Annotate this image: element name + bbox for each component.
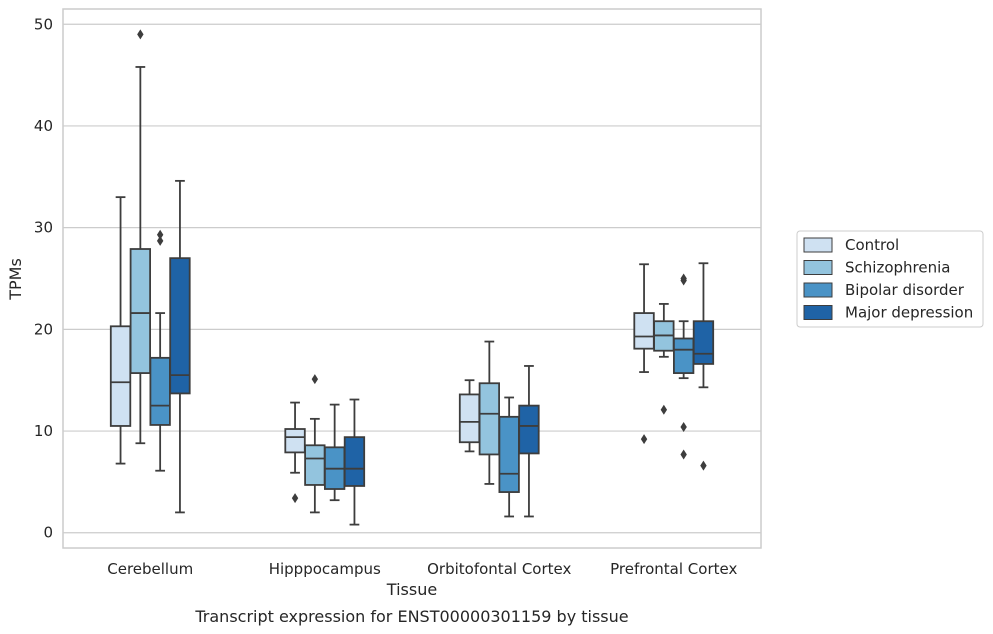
y-tick-labels: 0 10 20 30 40 50 [34, 15, 53, 541]
outlier-point [156, 229, 164, 240]
box-iqr [149, 356, 171, 426]
outlier-point [640, 434, 648, 445]
outlier-point [137, 29, 144, 40]
x-tick-labels: Cerebellum Hipppocampus Orbitofontal Corte… [107, 560, 737, 578]
legend-label: Schizophrenia [845, 259, 950, 277]
y-tick-label: 10 [34, 422, 53, 440]
box-iqr [633, 312, 655, 350]
outlier-point [680, 273, 687, 284]
box-iqr [458, 393, 481, 444]
y-tick-label: 20 [34, 320, 53, 338]
box-major-depression [343, 398, 366, 526]
outlier-point [156, 235, 164, 246]
legend-frame [796, 230, 984, 328]
plot-background [63, 9, 761, 548]
box-iqr [518, 404, 540, 455]
legend: Control Schizophrenia Bipolar disorder Majo… [796, 230, 984, 328]
y-axis-label: TPMs [6, 258, 25, 301]
legend-item: Schizophrenia [803, 259, 950, 277]
legend-item: Control [803, 236, 899, 254]
box-iqr [343, 436, 366, 487]
outlier-point [660, 404, 668, 415]
x-tick-label: Cerebellum [107, 560, 193, 578]
box-control [284, 401, 306, 504]
legend-swatch [803, 260, 833, 275]
box-iqr [673, 337, 695, 374]
box-iqr [478, 382, 501, 456]
box-iqr [692, 320, 715, 365]
plot-frame [62, 8, 762, 549]
outlier-point [311, 374, 319, 385]
box-control [109, 196, 132, 465]
box-iqr [129, 248, 152, 374]
x-tick-label: Prefrontal Cortex [610, 560, 737, 578]
y-tick-label: 40 [34, 117, 53, 135]
chart-caption: Transcript expression for ENST0000030115… [194, 607, 628, 626]
boxes [109, 29, 715, 526]
box-schizophrenia [478, 340, 501, 485]
box-iqr [284, 428, 306, 454]
legend-label: Control [845, 236, 899, 254]
outlier-point [680, 421, 687, 432]
legend-item: Bipolar disorder [803, 281, 965, 299]
box-major-depression [692, 262, 715, 471]
legend-label: Major depression [845, 304, 973, 322]
box-major-depression [518, 365, 540, 518]
outlier-point [291, 493, 299, 504]
x-tick-label: Orbitofontal Cortex [427, 560, 571, 578]
box-schizophrenia [653, 303, 675, 415]
legend-swatch [803, 237, 833, 253]
outlier-point [700, 460, 707, 471]
y-tick-label: 30 [34, 219, 53, 237]
box-iqr [304, 444, 326, 486]
legend-swatch [803, 282, 833, 298]
box-iqr [169, 257, 191, 395]
x-axis-label: Tissue [386, 580, 437, 599]
legend-swatch [803, 305, 833, 320]
box-control [458, 379, 481, 453]
y-tick-label: 50 [34, 15, 53, 33]
legend-label: Bipolar disorder [845, 281, 965, 299]
box-iqr [498, 415, 520, 493]
box-iqr [109, 325, 132, 427]
x-tick-label: Hipppocampus [269, 560, 381, 578]
outlier-point [680, 449, 687, 460]
box-schizophrenia [129, 29, 152, 445]
box-bipolar-disorder [498, 396, 520, 518]
box-major-depression [169, 179, 191, 514]
legend-item: Major depression [803, 304, 973, 322]
y-tick-label: 0 [43, 524, 53, 542]
